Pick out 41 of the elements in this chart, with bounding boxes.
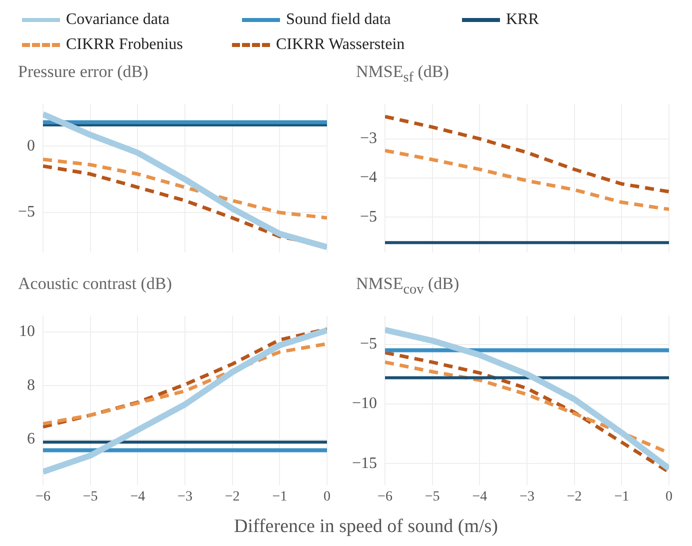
x-tick-label: 0 xyxy=(324,489,330,504)
y-tick-label: 0 xyxy=(27,137,35,154)
y-tick-label: −5 xyxy=(360,335,377,352)
legend-label: CIKRR Wasserstein xyxy=(276,36,405,54)
line-series xyxy=(43,342,327,426)
chart-title: NMSE$_{sf}$ (dB) xyxy=(356,61,450,86)
y-tick-label: −3 xyxy=(360,130,377,148)
line-series xyxy=(385,148,669,212)
x-axis-title: Difference in speed of sound (m/s) xyxy=(233,516,499,538)
x-tick-label: −3 xyxy=(178,489,192,504)
x-tick-label: −4 xyxy=(472,489,488,504)
legend-label: KRR xyxy=(506,11,539,29)
chart-title: NMSE$_{cov}$ (dB) xyxy=(356,273,460,298)
x-tick-label: −6 xyxy=(36,489,50,504)
line-series xyxy=(385,114,669,194)
chart-title: Acoustic contrast (dB) xyxy=(18,273,173,295)
x-tick-label: −3 xyxy=(520,489,534,504)
chart-title: Pressure error (dB) xyxy=(18,61,150,83)
legend-label: Sound field data xyxy=(286,11,391,29)
x-tick-label: −2 xyxy=(224,489,240,504)
legend-label: CIKRR Frobenius xyxy=(66,36,183,54)
x-tick-label: −5 xyxy=(82,489,98,504)
y-tick-label: 10 xyxy=(19,322,35,340)
x-tick-label: −1 xyxy=(614,489,630,504)
x-tick-label: −2 xyxy=(566,489,582,504)
y-tick-label: 6 xyxy=(27,430,35,448)
x-tick-label: 0 xyxy=(666,489,672,504)
y-tick-label: −4 xyxy=(360,169,377,186)
x-tick-label: −4 xyxy=(130,489,146,504)
line-series xyxy=(385,350,669,474)
line-series xyxy=(43,327,327,429)
line-series xyxy=(43,158,327,220)
y-tick-label: −10 xyxy=(352,395,377,412)
y-tick-label: −15 xyxy=(352,454,377,472)
legend-label: Covariance data xyxy=(66,11,170,29)
x-tick-label: −1 xyxy=(272,489,288,504)
y-tick-label: −5 xyxy=(360,208,377,226)
x-tick-label: −6 xyxy=(378,489,392,504)
y-tick-label: 8 xyxy=(27,376,35,394)
y-tick-label: −5 xyxy=(18,204,35,221)
x-tick-label: −5 xyxy=(424,489,440,504)
